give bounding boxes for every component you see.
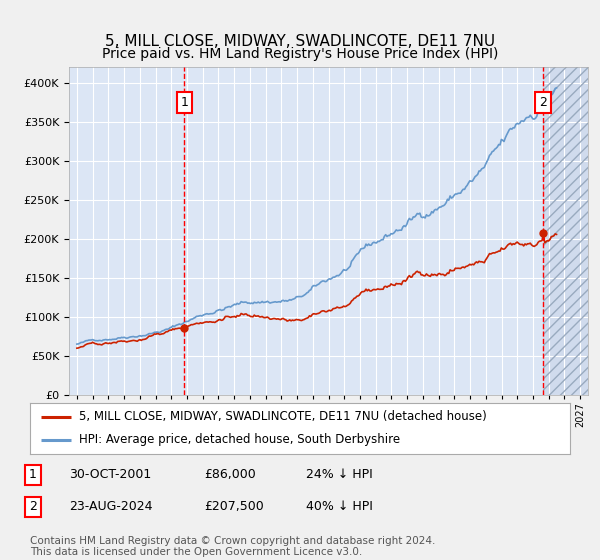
Text: 40% ↓ HPI: 40% ↓ HPI <box>306 500 373 514</box>
Text: 2: 2 <box>29 500 37 514</box>
Text: 24% ↓ HPI: 24% ↓ HPI <box>306 468 373 482</box>
Text: £207,500: £207,500 <box>204 500 264 514</box>
Text: 30-OCT-2001: 30-OCT-2001 <box>69 468 151 482</box>
Text: 5, MILL CLOSE, MIDWAY, SWADLINCOTE, DE11 7NU: 5, MILL CLOSE, MIDWAY, SWADLINCOTE, DE11… <box>105 34 495 49</box>
Text: Contains HM Land Registry data © Crown copyright and database right 2024.
This d: Contains HM Land Registry data © Crown c… <box>30 535 436 557</box>
Text: 1: 1 <box>29 468 37 482</box>
Text: £86,000: £86,000 <box>204 468 256 482</box>
Text: 5, MILL CLOSE, MIDWAY, SWADLINCOTE, DE11 7NU (detached house): 5, MILL CLOSE, MIDWAY, SWADLINCOTE, DE11… <box>79 410 487 423</box>
Text: HPI: Average price, detached house, South Derbyshire: HPI: Average price, detached house, Sout… <box>79 433 400 446</box>
Text: Price paid vs. HM Land Registry's House Price Index (HPI): Price paid vs. HM Land Registry's House … <box>102 47 498 61</box>
Text: 2: 2 <box>539 96 547 109</box>
Text: 1: 1 <box>181 96 188 109</box>
Text: 23-AUG-2024: 23-AUG-2024 <box>69 500 152 514</box>
